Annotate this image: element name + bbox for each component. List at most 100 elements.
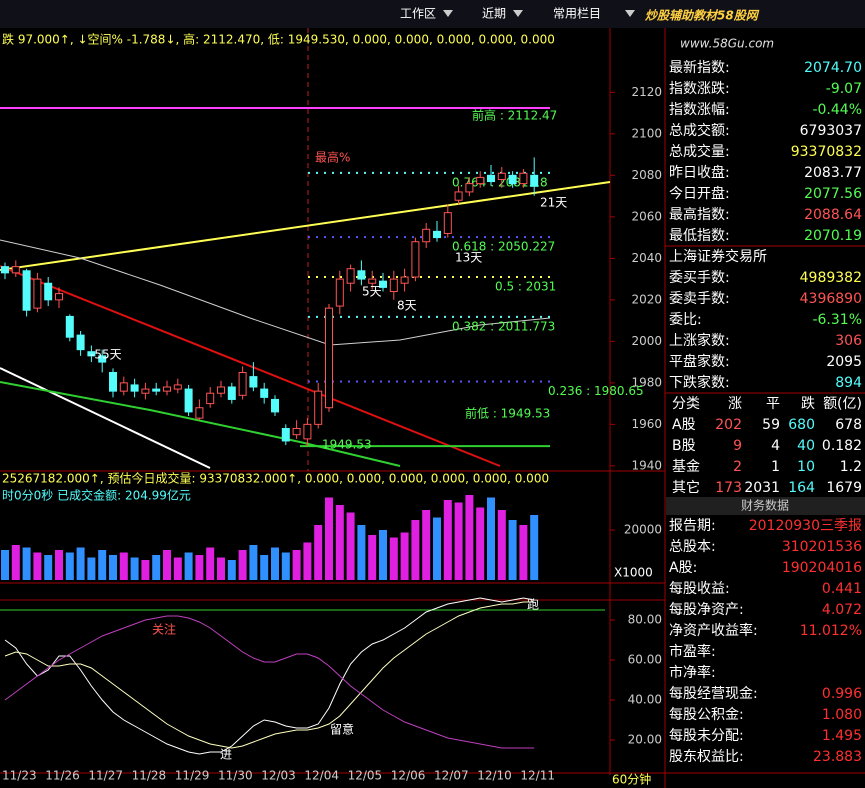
y-tick-label: 1960 [631, 417, 662, 431]
panel-value: 190204016 [782, 560, 862, 576]
info-line: 跌 97.000↑, ↓空间% -1.788↓, 高: 2112.470, 低:… [2, 32, 555, 47]
volume-bar [65, 552, 74, 580]
volume-bar [87, 557, 96, 580]
candle-body [65, 315, 74, 338]
toolbar-bg [0, 0, 865, 28]
volume-bar [260, 555, 269, 580]
x-tick-label: 12/11 [520, 769, 555, 783]
fib-label: 0.382 : 2011.773 [452, 319, 555, 333]
x-tick-label: 11/28 [132, 769, 167, 783]
panel-value: 2077.56 [804, 186, 862, 202]
candle-body [281, 427, 290, 442]
panel-label: A股: [669, 560, 697, 576]
annotation: 进 [220, 748, 232, 762]
toolbar-item[interactable]: 近期 [482, 7, 506, 21]
annotation: -55天 [90, 348, 122, 362]
candle-body [152, 388, 161, 392]
panel-label: 市净率: [669, 664, 716, 681]
volume-bar [487, 497, 495, 580]
toolbar-item[interactable]: 常用栏目 [553, 6, 601, 21]
panel-label: 总股本: [669, 539, 716, 555]
toolbar-item[interactable]: 工作区 [400, 7, 436, 21]
panel-label: 最新指数: [669, 60, 730, 76]
y-tick-label: 80.00 [628, 613, 662, 627]
volume-bar [119, 552, 128, 580]
panel-value: -0.44% [812, 102, 862, 118]
panel-label: 总成交额: [669, 122, 730, 139]
table-header: 额(亿) [823, 396, 862, 412]
panel-value: 0.441 [822, 581, 862, 597]
panel-value: 2088.64 [804, 207, 862, 223]
candle-body [476, 176, 485, 185]
annotation: 13天 [455, 251, 482, 265]
candle-body [335, 278, 344, 307]
candle-body [454, 191, 463, 201]
panel-value: 93370832 [791, 144, 862, 160]
dropdown-arrow [625, 10, 635, 17]
table-cell: 10 [797, 459, 815, 475]
candle-body [227, 386, 236, 400]
x-tick-label: 11/29 [175, 769, 210, 783]
candle-body [443, 212, 452, 234]
volume-bar [443, 500, 452, 580]
annotation: 21天 [540, 196, 567, 210]
volume-bar [411, 520, 420, 580]
panel-label: 每股经营现金: [669, 686, 758, 702]
volume-bar [98, 550, 107, 580]
panel-value: 4.072 [822, 602, 862, 618]
volume-bar [109, 555, 117, 580]
candle-body [55, 293, 63, 301]
candle-body [206, 392, 215, 405]
panel-value: 306 [835, 333, 862, 349]
x-tick-label: 12/04 [304, 769, 339, 783]
volume-bar [271, 547, 279, 580]
panel-label: 委卖手数: [669, 291, 730, 307]
table-cell: B股 [672, 438, 696, 454]
y-tick-label: 2120 [631, 85, 662, 99]
x-tick-label: 12/05 [348, 769, 383, 783]
y-tick-label: 20000 [624, 523, 662, 537]
panel-value: 1.495 [822, 728, 862, 744]
panel-value: 23.883 [813, 749, 862, 765]
candle-body [195, 407, 204, 419]
fib-label: 0.236 : 1980.65 [548, 384, 644, 398]
panel-label: 最低指数: [669, 228, 730, 244]
y-tick-label: 2040 [631, 251, 662, 265]
dropdown-arrow [443, 10, 453, 17]
panel-label: 每股公积金: [669, 707, 744, 723]
table-cell: 59 [762, 417, 780, 433]
fib-label: 0.618 : 2050.227 [452, 240, 555, 254]
period[interactable]: 60分钟 [612, 772, 651, 787]
table-cell: 202 [715, 417, 742, 433]
volume-bar [422, 510, 431, 580]
volume-bar [195, 555, 204, 580]
candle-body [109, 371, 117, 392]
indicator-line [4, 597, 535, 755]
table-cell: 其它 [672, 479, 700, 496]
candle-body [314, 390, 323, 425]
volume-bar [497, 510, 506, 580]
table-cell: 173 [715, 480, 742, 496]
candle-body [292, 427, 301, 436]
volume-bar [530, 515, 539, 580]
candle-body [487, 174, 495, 183]
volume-bar [335, 505, 344, 580]
finance-title: 财务数据 [741, 498, 789, 513]
panel-label: 今日开盘: [669, 185, 730, 202]
table-cell: 164 [788, 480, 815, 496]
x-tick-label: 12/06 [391, 769, 426, 783]
x-tick-label: 11/30 [218, 769, 253, 783]
finance-title-bg [666, 497, 865, 515]
low-label: 1949.53 [322, 438, 372, 452]
table-cell: 680 [788, 417, 815, 433]
candle-body [346, 268, 355, 284]
candle-body [260, 388, 269, 398]
candle-body [433, 230, 441, 239]
table-cell: 2031 [744, 480, 780, 496]
panel-value: 2074.70 [804, 60, 862, 76]
volume-bar [173, 557, 182, 580]
candle-body [238, 371, 247, 396]
panel-value: -9.07 [826, 81, 862, 97]
panel-value: 1.080 [822, 707, 862, 723]
panel-value: 2070.19 [804, 228, 862, 244]
